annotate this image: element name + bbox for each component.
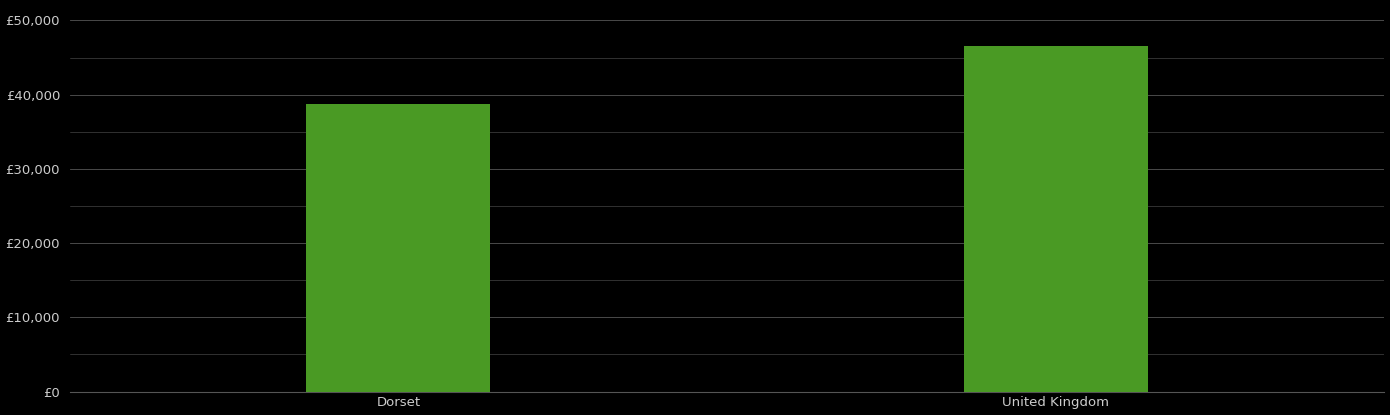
Bar	[306, 104, 491, 392]
Bar	[963, 46, 1148, 392]
